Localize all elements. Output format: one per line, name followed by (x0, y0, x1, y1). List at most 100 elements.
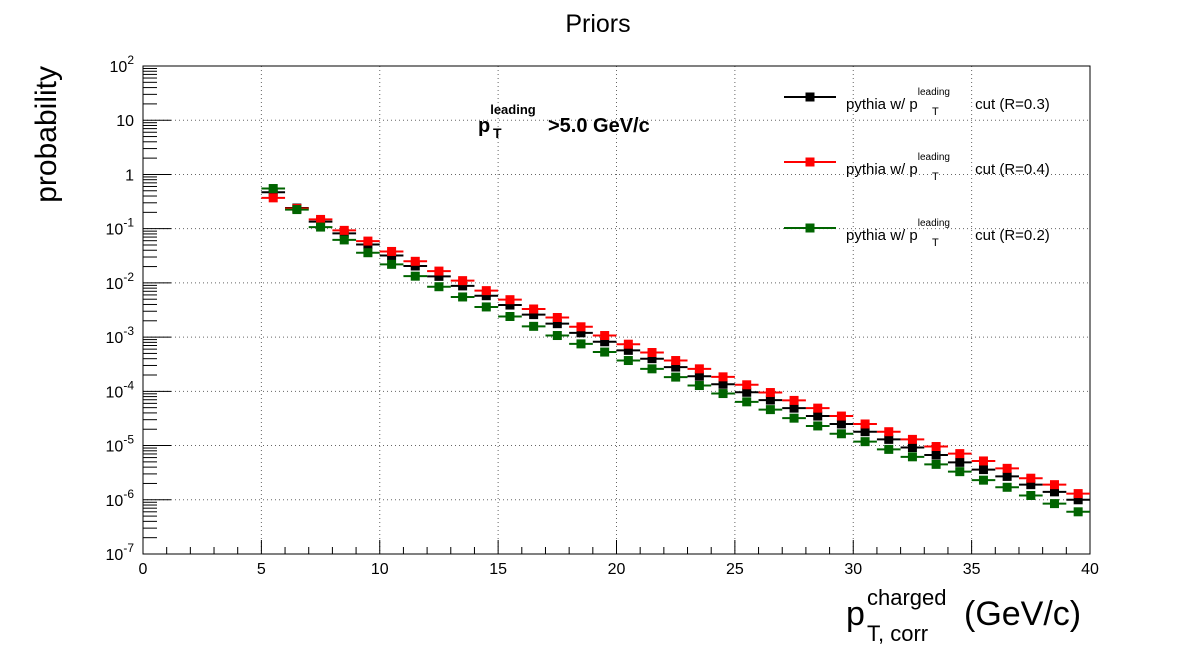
y-tick-label-base: 10 (106, 493, 124, 510)
data-point (434, 282, 444, 292)
data-point (1049, 480, 1059, 490)
data-point (552, 319, 562, 329)
data-point (671, 372, 681, 382)
y-tick-label-base: 1 (125, 167, 134, 184)
legend-label: pythia w/ pleading T cut (R=0.3) (846, 87, 1050, 118)
data-point (931, 442, 941, 452)
y-tick-label: 10 (116, 113, 134, 130)
data-point (955, 467, 965, 477)
data-point (1073, 507, 1083, 517)
data-point (1002, 482, 1012, 492)
data-point (836, 429, 846, 439)
data-point (552, 312, 562, 322)
series-layer (261, 184, 1090, 517)
data-point (387, 246, 397, 256)
data-point (765, 405, 775, 415)
x-tick-label: 30 (844, 561, 862, 578)
chart-annotation: pleading T >5.0 GeV/c (478, 102, 650, 141)
data-point (931, 450, 941, 460)
y-tick-label-base: 10 (106, 439, 124, 456)
data-point (623, 345, 633, 355)
data-point (907, 452, 917, 462)
data-point (316, 222, 326, 232)
y-tick-label-base: 10 (106, 547, 124, 564)
legend: pythia w/ p leading T cut (R=0.3) pythia w/… (784, 87, 1050, 249)
data-point (860, 427, 870, 437)
y-axis-label: probability (30, 66, 63, 203)
data-point (576, 322, 586, 332)
data-point (623, 339, 633, 349)
y-tick-label: 10-3 (106, 324, 135, 347)
data-point (789, 403, 799, 413)
legend-swatch-marker (805, 92, 815, 102)
x-tick-label: 5 (257, 561, 266, 578)
data-point (813, 403, 823, 413)
data-point (434, 266, 444, 276)
y-tick-label-base: 10 (106, 222, 124, 239)
legend-label-base: pythia w/ p (846, 161, 918, 178)
x-tick-label: 40 (1081, 561, 1099, 578)
data-point (505, 300, 515, 310)
legend-label-rest: cut (R=0.3) (971, 96, 1050, 113)
data-point (316, 214, 326, 224)
data-point (931, 459, 941, 469)
y-tick-label-exponent: -7 (123, 541, 134, 555)
x-axis-label-sub: T, corr (867, 621, 928, 646)
data-point (907, 434, 917, 444)
data-point (458, 276, 468, 286)
legend-label-sub: T (932, 106, 939, 118)
legend-label: pythia w/ pleading T cut (R=0.4) (846, 152, 1050, 183)
data-point (529, 310, 539, 320)
data-point (434, 271, 444, 281)
data-point (410, 256, 420, 266)
y-tick-label-exponent: -6 (123, 487, 134, 501)
data-point (978, 465, 988, 475)
legend-label-sub: T (932, 171, 939, 183)
data-point (860, 437, 870, 447)
legend-swatch-marker (805, 223, 815, 233)
y-tick-label-exponent: -4 (123, 378, 134, 392)
data-point (884, 444, 894, 454)
data-point (813, 411, 823, 421)
data-point (481, 291, 491, 301)
x-axis-label: pcharged T, corr (GeV/c) (846, 585, 1081, 646)
data-point (268, 193, 278, 203)
data-point (860, 419, 870, 429)
data-point (458, 281, 468, 291)
data-point (765, 388, 775, 398)
data-point (339, 225, 349, 235)
data-point (647, 364, 657, 374)
y-tick-label-exponent: -2 (123, 270, 134, 284)
y-tick-label-exponent: -3 (123, 324, 134, 338)
data-point (410, 271, 420, 281)
y-tick-label-base: 10 (106, 384, 124, 401)
data-point (1026, 480, 1036, 490)
data-point (1026, 490, 1036, 500)
x-tick-label: 15 (489, 561, 507, 578)
data-point (813, 421, 823, 431)
data-point (884, 427, 894, 437)
data-point (552, 331, 562, 341)
data-point (978, 475, 988, 485)
grid (143, 66, 1090, 554)
data-point (387, 259, 397, 269)
data-point (718, 389, 728, 399)
legend-label-sup: leading (918, 87, 950, 98)
data-point (1026, 473, 1036, 483)
x-axis-label-sup: charged (867, 585, 947, 610)
annotation-base: p (478, 115, 490, 137)
data-point (529, 321, 539, 331)
data-point (623, 356, 633, 366)
data-point (576, 339, 586, 349)
data-point (1049, 499, 1059, 509)
data-point (694, 364, 704, 374)
data-point (1002, 463, 1012, 473)
data-point (339, 235, 349, 245)
data-point (836, 411, 846, 421)
data-point (836, 419, 846, 429)
y-tick-label: 1 (125, 167, 134, 184)
series-0 (261, 187, 1090, 505)
y-tick-label: 10-7 (106, 541, 135, 564)
data-point (718, 379, 728, 389)
